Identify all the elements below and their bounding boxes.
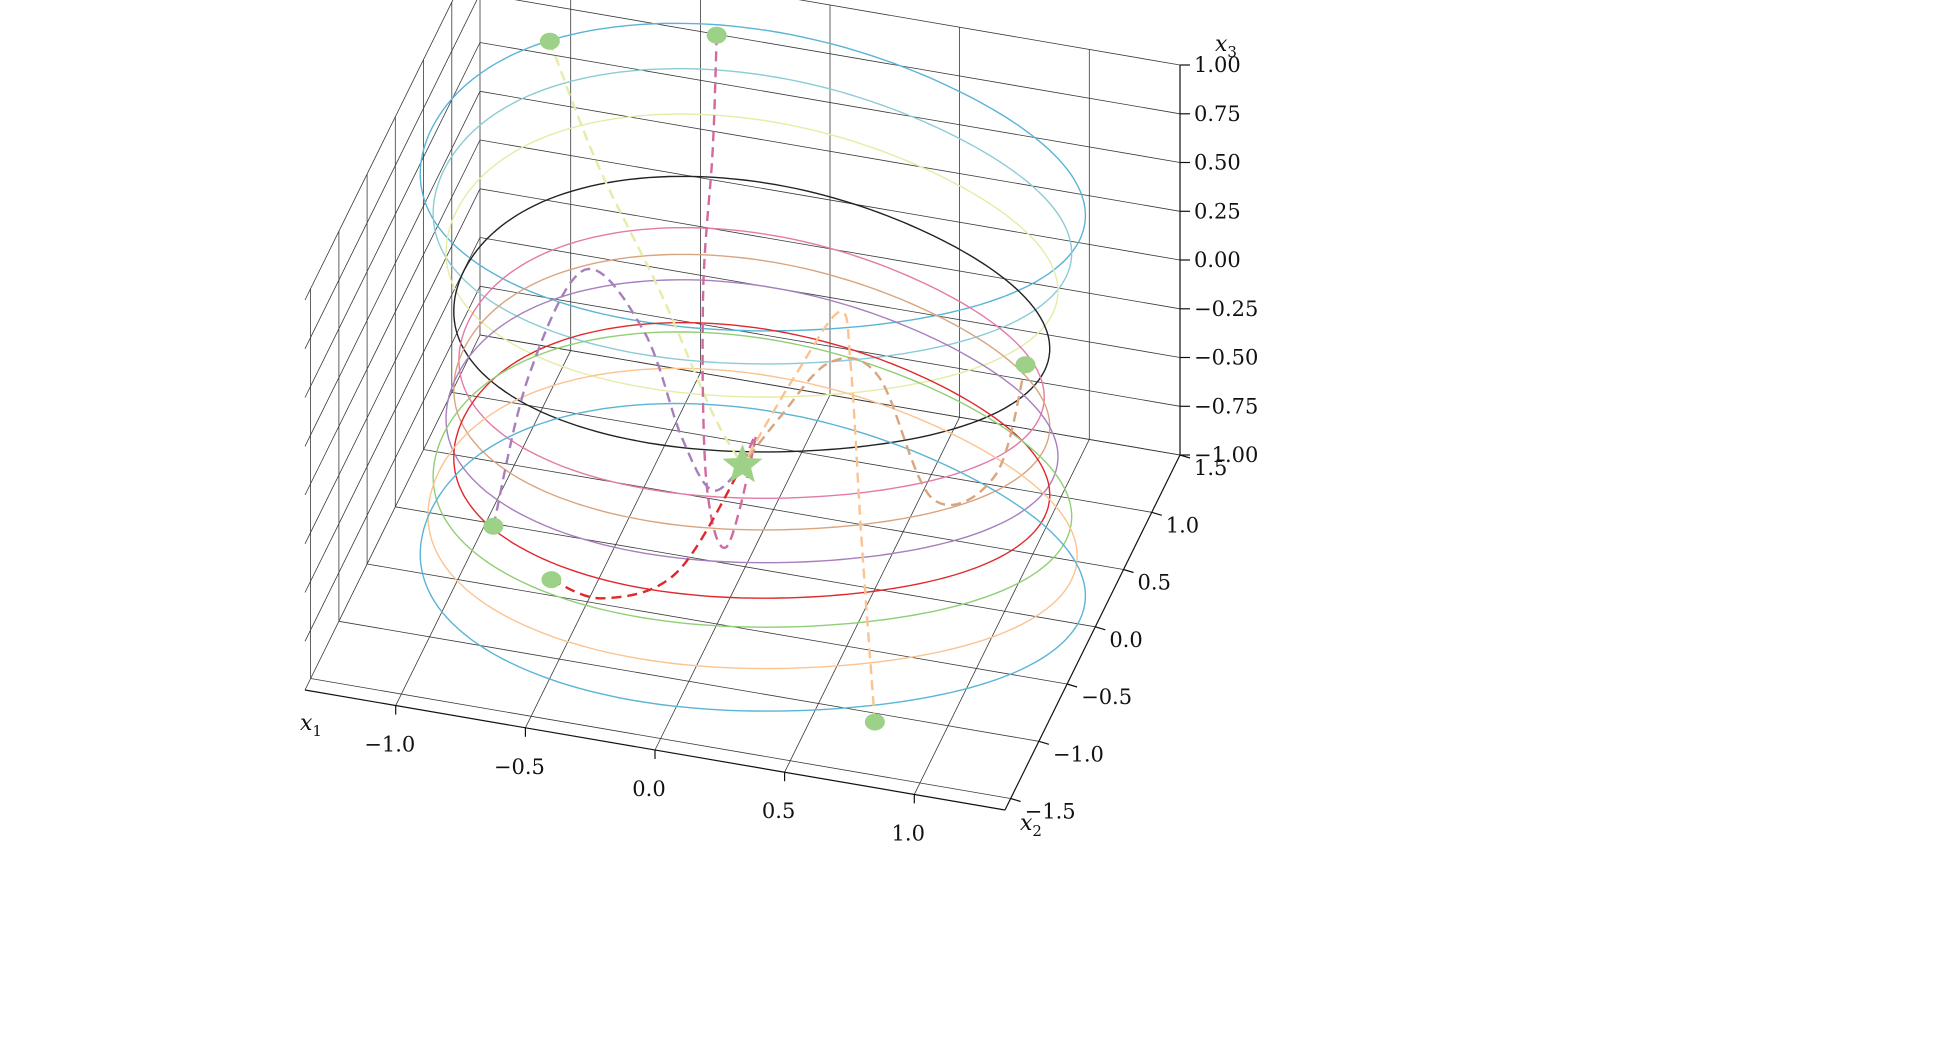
equilibrium-star-marker (722, 444, 763, 483)
start-point-marker (483, 517, 504, 535)
x1-tick-label: 0.5 (762, 799, 795, 823)
start-point-marker (541, 571, 562, 589)
floor-grid-line-x1 (784, 417, 960, 773)
x1-tick-label: 1.0 (892, 821, 925, 845)
tick-labels: −1.0 −0.5 0.0 0.5 1.0 −1.5 −1.0 −0.5 0.0 0.5 1.0 1.… (300, 32, 1258, 845)
x3-tick-label: −0.75 (1194, 394, 1258, 418)
back-wall-grid-line-x3 (514, 0, 1181, 115)
x2-tick-label: −0.5 (1081, 685, 1132, 709)
trajectory (701, 35, 758, 550)
x3-tick-label: −0.25 (1194, 297, 1258, 321)
level-curve (427, 367, 1078, 670)
side-wall-grid-line-x3 (304, 286, 481, 642)
x3-tick-label: 0.50 (1194, 151, 1241, 175)
floor-grid-line-x1 (654, 394, 831, 751)
back-wall-grid-line-x3 (479, 237, 1181, 358)
side-wall-grid-line-x3 (304, 237, 481, 593)
level-curve (453, 321, 1051, 599)
side-wall-grid-line-x3 (304, 42, 481, 398)
level-curve (419, 22, 1087, 332)
x1-axis-label: x1 (300, 711, 322, 740)
x2-tick-mark (1123, 568, 1134, 574)
x2-axis-line (1004, 454, 1181, 811)
x1-tick-label: 0.0 (632, 777, 665, 801)
x2-tick-label: 0.0 (1109, 628, 1142, 652)
level-curve (445, 113, 1059, 398)
start-point-marker (864, 713, 885, 731)
x2-tick-mark (1066, 683, 1078, 688)
x2-tick-label: −1.0 (1053, 742, 1104, 766)
x2-tick-mark (1151, 511, 1162, 516)
side-wall-grid-line-x3 (304, 334, 481, 691)
level-curve (432, 331, 1073, 628)
x3-tick-label: 0.00 (1194, 248, 1241, 272)
x2-tick-label: 1.5 (1194, 456, 1227, 480)
back-wall-grid-line-x3 (798, 0, 1181, 66)
start-point-marker (706, 26, 727, 44)
floor-grid-line-x2 (338, 620, 1039, 742)
side-wall-grid-line-x3 (304, 0, 478, 349)
x2-tick-label: 1.0 (1166, 513, 1199, 537)
level-curve (432, 68, 1073, 365)
x3-tick-label: 1.00 (1194, 53, 1241, 77)
level-curve (453, 175, 1051, 453)
trajectory (550, 464, 744, 600)
side-wall-grid-line-x3 (304, 139, 481, 496)
start-point-marker (1015, 356, 1036, 374)
floor-grid-line-x1 (395, 350, 572, 706)
x2-tick-label: −1.5 (1025, 800, 1076, 824)
side-wall-grid-line-x3 (304, 188, 481, 544)
trajectory (741, 356, 1027, 507)
side-wall-grid-line-x3 (304, 0, 454, 301)
floor-grid-line-x2 (310, 678, 1011, 799)
x3-axis-label: x3 (1215, 32, 1237, 61)
level-curve (445, 279, 1059, 564)
x3-tick-label: 0.75 (1194, 102, 1241, 126)
level-curve (419, 402, 1087, 712)
back-wall-grid-line-x3 (479, 90, 1181, 212)
trajectory (741, 310, 876, 723)
back-wall-grid-line-x3 (479, 42, 1181, 163)
floor-grid-line-x1 (913, 439, 1090, 795)
x2-tick-mark (1010, 797, 1021, 803)
level-curves (419, 22, 1087, 712)
floor-grid-line-x1 (525, 372, 701, 728)
axis-lines (304, 64, 1191, 811)
back-wall-grid-line-x3 (479, 285, 1181, 407)
floor-grid-line-x2 (367, 563, 1068, 685)
x3-tick-label: −1.00 (1194, 443, 1258, 467)
side-wall-grid-line-x3 (304, 91, 481, 447)
x1-tick-label: −1.0 (364, 733, 415, 757)
markers (483, 26, 1036, 731)
floor-grid-line-x2 (395, 506, 1096, 628)
trajectories (492, 35, 1027, 723)
level-curve (453, 253, 1051, 531)
x2-tick-mark (1038, 740, 1050, 745)
floor-grid-line-x2 (451, 391, 1152, 513)
level-curve (458, 227, 1045, 499)
start-point-marker (539, 32, 560, 50)
x3-tick-label: −0.50 (1194, 346, 1258, 370)
floor-grid-line-x2 (423, 449, 1124, 570)
x2-tick-label: 0.5 (1138, 571, 1171, 595)
trajectory (548, 40, 744, 466)
x2-tick-mark (1095, 626, 1106, 631)
x1-tick-label: −0.5 (494, 755, 545, 779)
x3-tick-label: 0.25 (1194, 199, 1241, 223)
back-wall-grid-line-x3 (479, 139, 1181, 261)
